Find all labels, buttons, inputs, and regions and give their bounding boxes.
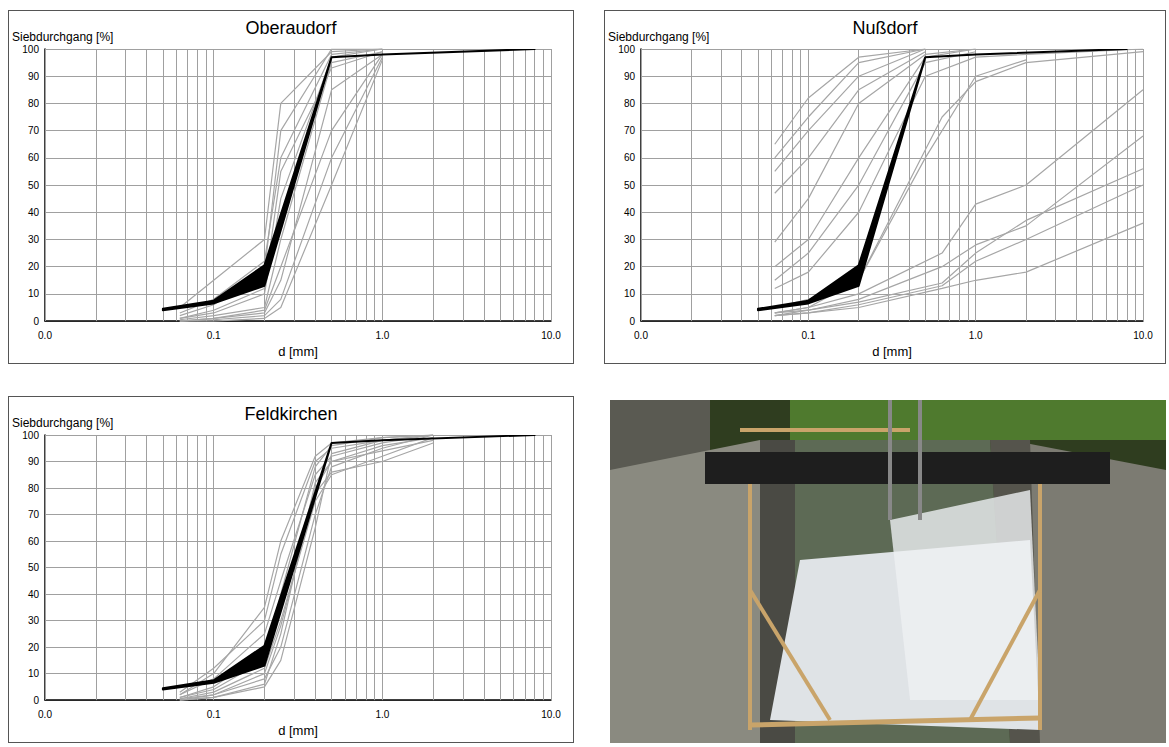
- svg-text:100: 100: [22, 44, 39, 55]
- svg-text:Siebdurchgang [%]: Siebdurchgang [%]: [608, 30, 709, 44]
- svg-text:50: 50: [28, 562, 40, 573]
- svg-text:60: 60: [28, 536, 40, 547]
- svg-text:Oberaudorf: Oberaudorf: [245, 18, 337, 38]
- svg-text:10.0: 10.0: [1133, 330, 1153, 341]
- svg-text:0: 0: [629, 316, 635, 327]
- svg-text:0.0: 0.0: [38, 709, 52, 720]
- svg-text:90: 90: [28, 71, 40, 82]
- svg-text:90: 90: [624, 71, 636, 82]
- svg-text:1.0: 1.0: [375, 709, 389, 720]
- svg-text:0: 0: [33, 316, 39, 327]
- svg-text:0.0: 0.0: [38, 330, 52, 341]
- svg-text:30: 30: [28, 615, 40, 626]
- svg-text:30: 30: [28, 234, 40, 245]
- svg-text:d [mm]: d [mm]: [872, 344, 912, 359]
- svg-text:1.0: 1.0: [375, 330, 389, 341]
- svg-text:Feldkirchen: Feldkirchen: [244, 404, 337, 424]
- svg-text:40: 40: [624, 207, 636, 218]
- svg-text:0.1: 0.1: [801, 330, 815, 341]
- svg-text:d [mm]: d [mm]: [278, 723, 318, 738]
- svg-text:0: 0: [33, 695, 39, 706]
- svg-text:70: 70: [28, 125, 40, 136]
- svg-text:20: 20: [28, 642, 40, 653]
- svg-text:Nußdorf: Nußdorf: [852, 18, 918, 38]
- svg-text:40: 40: [28, 207, 40, 218]
- svg-text:10.0: 10.0: [541, 709, 561, 720]
- svg-text:60: 60: [624, 152, 636, 163]
- svg-text:20: 20: [624, 261, 636, 272]
- svg-text:0.1: 0.1: [207, 709, 221, 720]
- svg-text:50: 50: [624, 180, 636, 191]
- svg-text:10: 10: [624, 288, 636, 299]
- svg-text:10.0: 10.0: [541, 330, 561, 341]
- svg-text:80: 80: [28, 483, 40, 494]
- svg-text:Siebdurchgang [%]: Siebdurchgang [%]: [12, 416, 113, 430]
- svg-text:20: 20: [28, 261, 40, 272]
- svg-text:10: 10: [28, 288, 40, 299]
- svg-text:1.0: 1.0: [969, 330, 983, 341]
- svg-text:70: 70: [624, 125, 636, 136]
- svg-text:70: 70: [28, 509, 40, 520]
- svg-text:60: 60: [28, 152, 40, 163]
- svg-text:100: 100: [618, 44, 635, 55]
- svg-text:80: 80: [28, 98, 40, 109]
- svg-text:30: 30: [624, 234, 636, 245]
- svg-text:100: 100: [22, 430, 39, 441]
- svg-text:90: 90: [28, 456, 40, 467]
- svg-text:0.1: 0.1: [207, 330, 221, 341]
- svg-text:40: 40: [28, 589, 40, 600]
- svg-text:80: 80: [624, 98, 636, 109]
- svg-text:10: 10: [28, 668, 40, 679]
- svg-text:50: 50: [28, 180, 40, 191]
- svg-text:Siebdurchgang [%]: Siebdurchgang [%]: [12, 30, 113, 44]
- svg-text:d [mm]: d [mm]: [278, 344, 318, 359]
- svg-text:0.0: 0.0: [634, 330, 648, 341]
